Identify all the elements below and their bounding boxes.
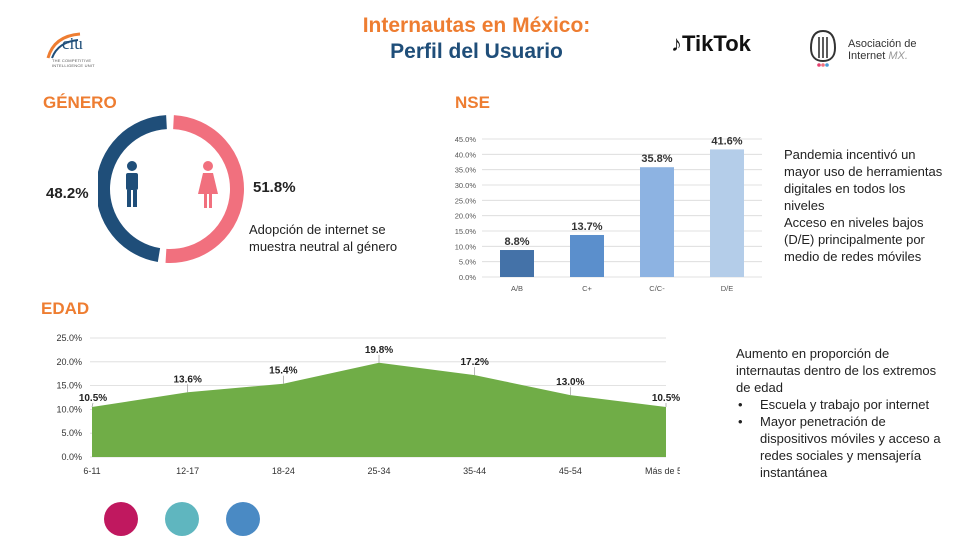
edad-data-label: 15.4% bbox=[269, 366, 297, 377]
ciu-logo: ciu THE COMPETITIVE INTELLIGENCE UNIT bbox=[44, 28, 124, 70]
tiktok-wordmark: TikTok bbox=[682, 31, 751, 56]
y-tick-label: 20.0% bbox=[455, 212, 477, 221]
nse-bar bbox=[500, 250, 534, 277]
female-person-icon bbox=[198, 161, 218, 208]
donut-slice bbox=[98, 115, 168, 262]
decorative-circle-magenta bbox=[104, 502, 138, 536]
x-tick-label: 45-54 bbox=[559, 466, 582, 476]
y-tick-label: 0.0% bbox=[61, 452, 82, 462]
y-tick-label: 10.0% bbox=[455, 242, 477, 251]
asociacion-line1: Asociación de bbox=[848, 38, 917, 50]
y-tick-label: 0.0% bbox=[459, 273, 476, 282]
edad-bullet: • Escuela y trabajo por internet bbox=[738, 397, 930, 412]
y-tick-label: 5.0% bbox=[459, 258, 476, 267]
leader-line bbox=[91, 402, 94, 408]
nse-bar-chart: 0.0% 5.0% 10.0% 15.0% 20.0% 25.0% 30.0% 35.0% 40… bbox=[455, 135, 762, 293]
nse-bar bbox=[570, 234, 604, 277]
y-tick-label: 30.0% bbox=[455, 181, 477, 190]
y-tick-label: 25.0% bbox=[455, 196, 477, 205]
x-tick-label: 12-17 bbox=[176, 466, 199, 476]
nse-note-1: Pandemia incentivó un mayor uso de herra… bbox=[784, 147, 943, 213]
y-tick-label: 35.0% bbox=[455, 166, 477, 175]
female-percentage: 51.8% bbox=[253, 179, 296, 196]
page-title: Internautas en México: bbox=[362, 14, 591, 37]
y-tick-label: 40.0% bbox=[455, 150, 477, 159]
nse-bar bbox=[710, 149, 744, 277]
edad-data-label: 10.5% bbox=[652, 393, 680, 404]
y-tick-label: 15.0% bbox=[455, 227, 477, 236]
y-tick-label: 25.0% bbox=[56, 333, 82, 343]
nse-heading: NSE bbox=[455, 93, 490, 112]
x-tick-label: 6-11 bbox=[83, 466, 100, 476]
edad-area bbox=[92, 362, 666, 457]
x-tick-label: 35-44 bbox=[463, 466, 486, 476]
male-percentage: 48.2% bbox=[46, 185, 89, 202]
edad-note-intro: Aumento en proporción de internautas den… bbox=[736, 346, 937, 395]
x-tick-label: Más de 54 bbox=[645, 466, 680, 476]
y-tick-label: 10.0% bbox=[56, 404, 82, 414]
donut-slice bbox=[165, 115, 245, 263]
tiktok-logo: ♪TikTok bbox=[671, 31, 751, 57]
x-tick-label: A/B bbox=[511, 284, 523, 293]
edad-data-label: 19.8% bbox=[365, 345, 393, 356]
edad-data-label: 13.6% bbox=[173, 374, 201, 385]
edad-bullet: • Mayor penetración de dispositivos móvil… bbox=[738, 414, 941, 480]
edad-data-label: 13.0% bbox=[556, 377, 584, 388]
y-tick-label: 5.0% bbox=[61, 428, 82, 438]
genero-heading: GÉNERO bbox=[43, 93, 117, 112]
genero-donut-chart bbox=[98, 115, 245, 263]
male-person-icon bbox=[126, 161, 138, 207]
nse-note-2: Acceso en niveles bajos (D/E) principalm… bbox=[784, 215, 925, 264]
edad-notes: Aumento en proporción de internautas den… bbox=[736, 345, 946, 481]
nse-data-label: 13.7% bbox=[571, 221, 602, 233]
page-subtitle: Perfil del Usuario bbox=[390, 40, 563, 63]
ciu-swoosh-icon bbox=[46, 32, 81, 59]
y-tick-label: 15.0% bbox=[56, 381, 82, 391]
nse-data-label: 8.8% bbox=[504, 236, 529, 248]
asociacion-line2: Internet bbox=[848, 50, 886, 62]
asociacion-emblem-icon bbox=[809, 29, 837, 67]
nse-data-label: 41.6% bbox=[711, 135, 742, 147]
ciu-tagline: THE COMPETITIVE INTELLIGENCE UNIT bbox=[52, 58, 95, 68]
decorative-circle-blue bbox=[226, 502, 260, 536]
asociacion-suffix: MX. bbox=[888, 50, 908, 62]
edad-data-label: 17.2% bbox=[460, 357, 488, 368]
decorative-circle-teal bbox=[165, 502, 199, 536]
edad-data-label: 10.5% bbox=[79, 393, 107, 404]
x-tick-label: C+ bbox=[582, 284, 592, 293]
edad-heading: EDAD bbox=[41, 299, 90, 318]
x-tick-label: C/C- bbox=[649, 284, 665, 293]
y-tick-label: 45.0% bbox=[455, 135, 477, 144]
x-tick-label: 18-24 bbox=[272, 466, 295, 476]
ciu-wordmark: ciu bbox=[62, 34, 83, 53]
bullet-dot-icon: • bbox=[738, 397, 743, 412]
x-tick-label: D/E bbox=[721, 284, 734, 293]
nse-data-label: 35.8% bbox=[641, 153, 672, 165]
nse-bar bbox=[640, 167, 674, 277]
bullet-dot-icon: • bbox=[738, 414, 743, 429]
tiktok-note-icon: ♪ bbox=[671, 31, 682, 56]
y-tick-label: 20.0% bbox=[56, 357, 82, 367]
x-tick-label: 25-34 bbox=[367, 466, 390, 476]
genero-note: Adopción de internet se muestra neutral … bbox=[249, 222, 398, 254]
edad-area-chart: 0.0% 5.0% 10.0% 15.0% 20.0% 25.0% 10.5% 6-11 13.… bbox=[56, 333, 680, 476]
